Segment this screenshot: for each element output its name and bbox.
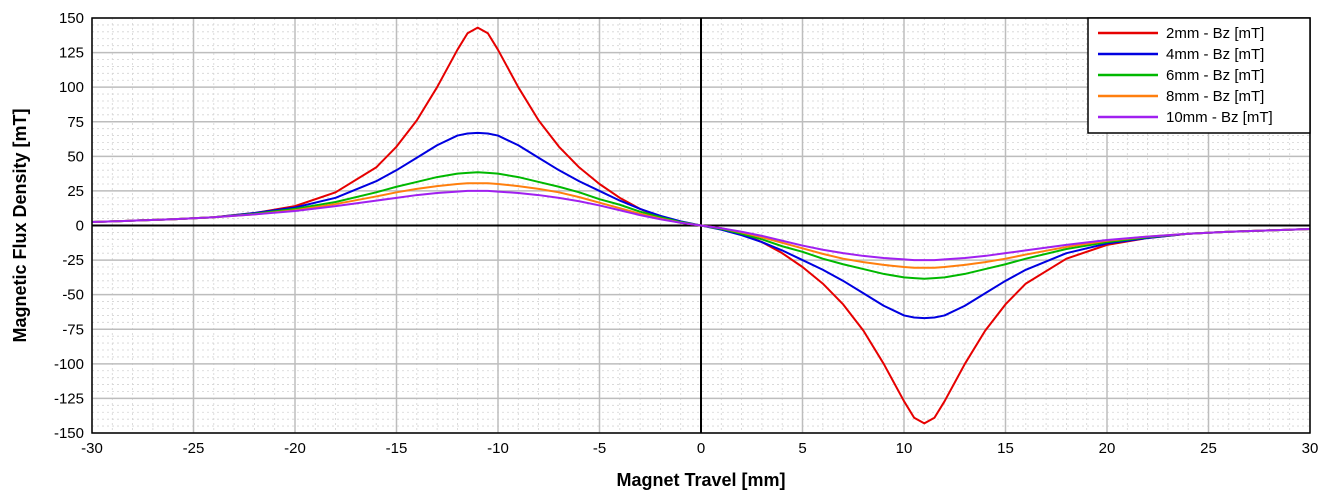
series-lines	[91, 26, 1311, 425]
y-tick-label: -50	[62, 287, 84, 304]
legend-label: 10mm - Bz [mT]	[1166, 109, 1273, 126]
x-tick-label: 25	[1200, 440, 1217, 457]
y-tick-label: -25	[62, 252, 84, 269]
legend-label: 4mm - Bz [mT]	[1166, 46, 1264, 63]
x-axis-title: Magnet Travel [mm]	[616, 470, 785, 490]
x-tick-labels: -30 -25 -20 -15 -10 -5 0 5 10 15 20 25 30	[81, 440, 1318, 457]
y-tick-label: 50	[67, 148, 84, 165]
y-tick-label: 75	[67, 114, 84, 131]
y-tick-label: 125	[59, 45, 84, 62]
y-axis-title: Magnetic Flux Density [mT]	[10, 108, 30, 342]
x-tick-label: -20	[284, 440, 306, 457]
x-tick-label: 30	[1302, 440, 1319, 457]
legend-label: 2mm - Bz [mT]	[1166, 25, 1264, 42]
legend-label: 6mm - Bz [mT]	[1166, 67, 1264, 84]
y-tick-label: 0	[76, 218, 84, 235]
y-tick-label: -150	[54, 425, 84, 442]
x-tick-label: 15	[997, 440, 1014, 457]
legend-label: 8mm - Bz [mT]	[1166, 88, 1264, 105]
x-tick-label: 5	[798, 440, 806, 457]
y-tick-label: 100	[59, 79, 84, 96]
x-tick-label: -5	[593, 440, 606, 457]
y-tick-label: -125	[54, 390, 84, 407]
x-tick-label: 20	[1099, 440, 1116, 457]
x-tick-label: -10	[487, 440, 509, 457]
x-tick-label: -30	[81, 440, 103, 457]
y-tick-label: -75	[62, 321, 84, 338]
y-tick-label: 150	[59, 10, 84, 27]
legend: 2mm - Bz [mT] 4mm - Bz [mT] 6mm - Bz [mT] 8…	[1087, 17, 1311, 134]
x-tick-label: -25	[183, 440, 205, 457]
x-tick-label: -15	[386, 440, 408, 457]
series-line-5	[91, 189, 1311, 262]
plot-frame	[91, 17, 1311, 434]
y-tick-label: 25	[67, 183, 84, 200]
y-tick-labels: 150 125 100 75 50 25 0 -25 -50 -75 -100 -125 -150	[54, 10, 84, 442]
x-tick-label: 0	[697, 440, 705, 457]
y-tick-label: -100	[54, 356, 84, 373]
x-tick-label: 10	[896, 440, 913, 457]
